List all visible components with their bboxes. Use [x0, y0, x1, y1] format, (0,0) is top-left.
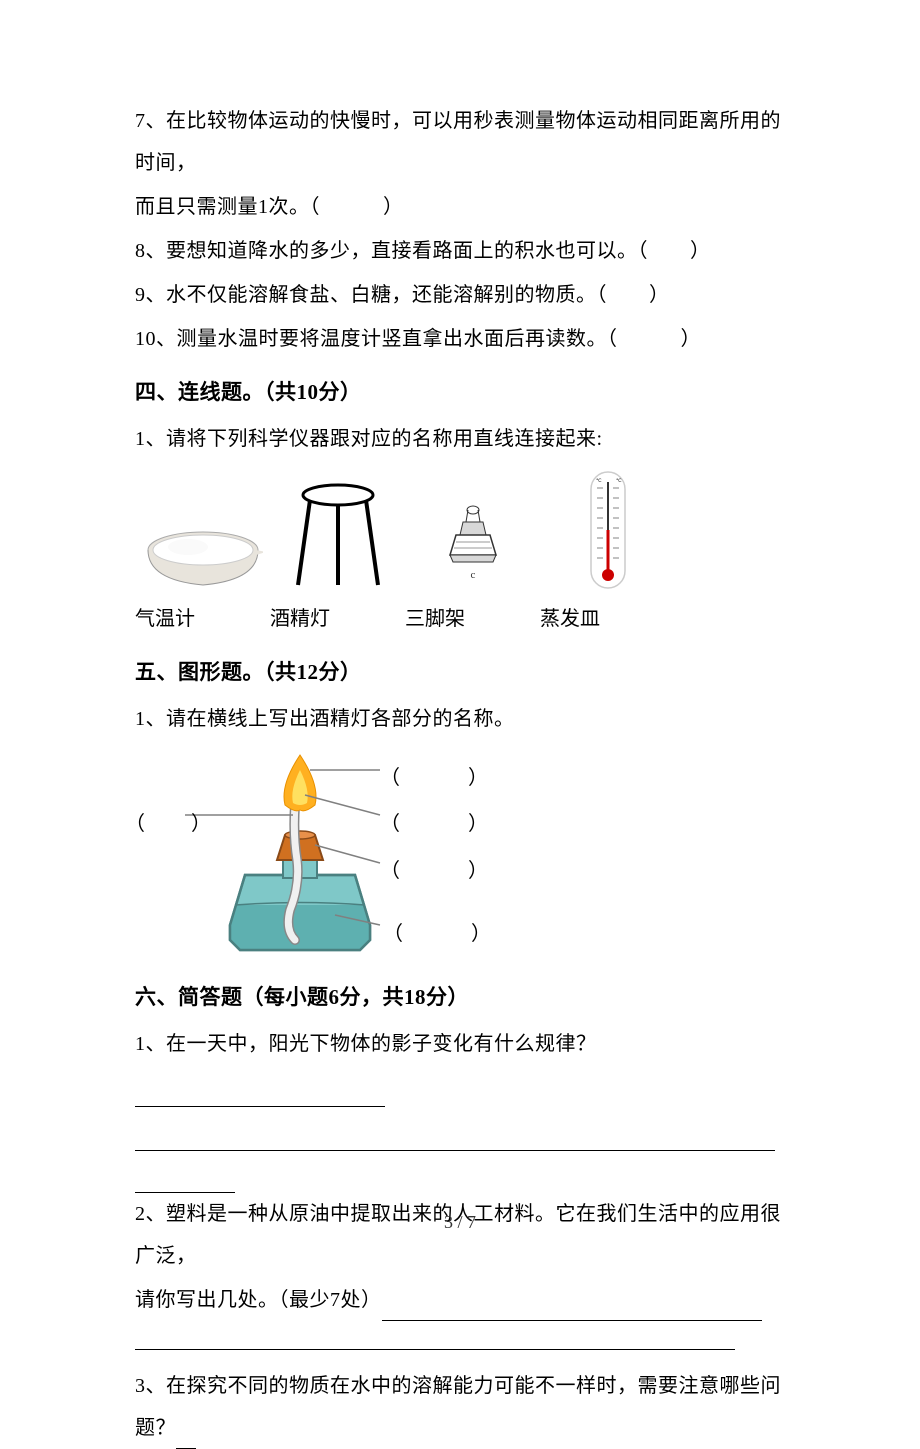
question-9: 9、水不仅能溶解食盐、白糖，还能溶解别的物质。（ ） [135, 274, 785, 316]
q6-3-blank[interactable] [176, 1429, 196, 1449]
q10-blank[interactable] [618, 328, 681, 350]
svg-text:℃: ℃ [616, 478, 622, 484]
q10-suffix: ） [681, 328, 702, 350]
section-4-title: 四、连线题。（共10分） [135, 370, 785, 414]
q7-prefix: 而且只需测量1次。（ [135, 196, 320, 218]
section-5-title: 五、图形题。（共12分） [135, 650, 785, 694]
instrument-labels-row: 气温计 酒精灯 三脚架 蒸发皿 [135, 598, 785, 640]
instrument-alcohol-lamp: c [405, 470, 540, 590]
question-7-line2: 而且只需测量1次。（ ） [135, 186, 785, 228]
q6-2-blank-line[interactable] [135, 1323, 785, 1365]
section-4-q1: 1、请将下列科学仪器跟对应的名称用直线连接起来: [135, 418, 785, 460]
page-number: 3 / 7 [0, 1204, 920, 1242]
svg-text:℃: ℃ [596, 478, 602, 484]
lamp-label-2[interactable]: （ ） [380, 803, 490, 845]
instrument-tripod [270, 470, 405, 590]
instrument-thermometer: ℃ ℃ [540, 470, 675, 590]
q6-2-blank1[interactable] [382, 1301, 762, 1321]
q9-suffix: ） [649, 284, 670, 306]
q8-blank[interactable] [648, 240, 690, 262]
lamp-label-1[interactable]: （ ） [380, 757, 490, 799]
label-3: 三脚架 [405, 598, 540, 640]
q6-2-prefix: 请你写出几处。（最少7处） [135, 1289, 382, 1311]
label-2: 酒精灯 [270, 598, 405, 640]
section-6-title: 六、简答题（每小题6分，共18分） [135, 975, 785, 1019]
q9-prefix: 9、水不仅能溶解食盐、白糖，还能溶解别的物质。（ [135, 284, 607, 306]
section-6-q1: 1、在一天中，阳光下物体的影子变化有什么规律？ [135, 1023, 785, 1107]
label-4: 蒸发皿 [540, 598, 675, 640]
instrument-dish [135, 470, 270, 590]
q8-suffix: ） [690, 240, 711, 262]
question-8: 8、要想知道降水的多少，直接看路面上的积水也可以。（ ） [135, 230, 785, 272]
section-6-q2-line2: 请你写出几处。（最少7处） [135, 1279, 785, 1321]
lamp-label-4[interactable]: （ ） [383, 913, 493, 955]
q7-suffix: ） [383, 196, 404, 218]
q7-blank[interactable] [320, 196, 383, 218]
question-10: 10、测量水温时要将温度计竖直拿出水面后再读数。（ ） [135, 318, 785, 360]
svg-text:c: c [470, 569, 475, 581]
q6-1-blank-lines[interactable] [135, 1109, 785, 1193]
q9-blank[interactable] [607, 284, 649, 306]
lamp-label-5[interactable]: （ ） [125, 803, 213, 845]
label-1: 气温计 [135, 598, 270, 640]
q8-prefix: 8、要想知道降水的多少，直接看路面上的积水也可以。（ [135, 240, 648, 262]
instrument-images-row: c ℃ ℃ [135, 470, 785, 590]
section-6-q3: 3、在探究不同的物质在水中的溶解能力可能不一样时，需要注意哪些问题？ [135, 1365, 785, 1449]
lamp-label-3[interactable]: （ ） [380, 850, 490, 892]
section-5-q1: 1、请在横线上写出酒精灯各部分的名称。 [135, 698, 785, 740]
q6-3-prefix: 3、在探究不同的物质在水中的溶解能力可能不一样时，需要注意哪些问题？ [135, 1375, 781, 1439]
q6-1-prefix: 1、在一天中，阳光下物体的影子变化有什么规律？ [135, 1033, 597, 1055]
q6-1-blank1[interactable] [135, 1087, 385, 1107]
question-7-line1: 7、在比较物体运动的快慢时，可以用秒表测量物体运动相同距离所用的时间， [135, 100, 785, 184]
q10-prefix: 10、测量水温时要将温度计竖直拿出水面后再读数。（ [135, 328, 618, 350]
alcohol-lamp-diagram: （ ） （ ） （ ） （ ） （ ） [135, 745, 475, 965]
